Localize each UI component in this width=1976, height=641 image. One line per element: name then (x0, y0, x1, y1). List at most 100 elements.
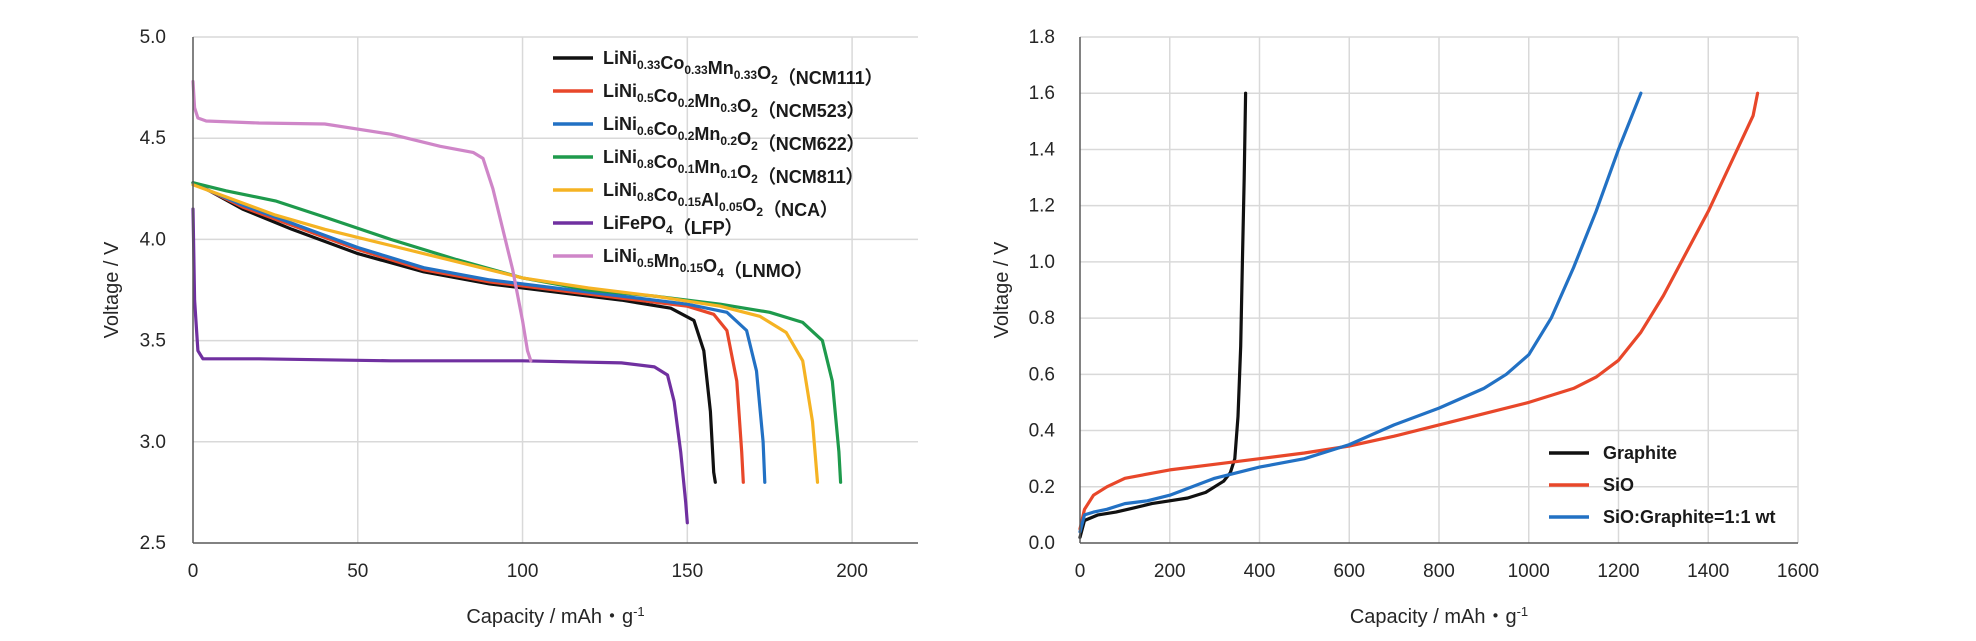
y-tick-label: 3.5 (140, 331, 166, 352)
legend-text: Co (654, 185, 678, 205)
cathode-discharge-chart: 2.5 3.0 3.5 4.0 4.5 5.0 0 50 100 150 200 Capacity /… (101, 27, 918, 628)
legend-subscript: 0.3 (720, 101, 737, 115)
legend-subscript: 0.6 (637, 124, 654, 138)
legend-text: LiNi (603, 246, 637, 266)
y-tick-label: 1.8 (1029, 27, 1055, 48)
legend-text: Mn (708, 58, 734, 78)
legend-text: O (742, 195, 756, 215)
legend-subscript: 0.33 (637, 58, 661, 72)
x-tick-label: 50 (347, 561, 368, 582)
legend-text: Mn (694, 124, 720, 144)
y-tick-label: 0.8 (1029, 308, 1055, 329)
y-tick-label: 3.0 (140, 432, 166, 453)
x-tick-label: 800 (1423, 561, 1455, 582)
legend-label: Graphite (1603, 443, 1677, 463)
left-chart-axes: 2.5 3.0 3.5 4.0 4.5 5.0 0 50 100 150 200 Capacity /… (101, 27, 918, 628)
legend-text: Mn (654, 251, 680, 271)
legend-text: Mn (694, 91, 720, 111)
y-tick-label: 0.6 (1029, 364, 1055, 385)
right-chart-series (1078, 91, 1760, 540)
y-tick-label: 1.0 (1029, 252, 1055, 273)
legend-subscript: 0.33 (684, 63, 708, 77)
legend-subscript: 0.05 (719, 200, 743, 214)
series-line-lini0-8co0-15al0-05o2-nca (191, 183, 820, 484)
y-tick-label: 1.6 (1029, 83, 1055, 104)
legend-text: （LNMO） (724, 261, 813, 281)
series-line-lifepo4-lfp (191, 207, 689, 525)
x-tick-label: 600 (1333, 561, 1365, 582)
legend-subscript: 0.8 (637, 157, 654, 171)
series-line-lini0-33co0-33mn0-33o2-ncm111 (191, 181, 717, 484)
legend-label: LiNi0.33Co0.33Mn0.33O2（NCM111） (603, 48, 883, 88)
left-chart-legend: LiNi0.33Co0.33Mn0.33O2（NCM111）LiNi0.5Co0… (553, 48, 883, 281)
x-tick-label: 1400 (1687, 561, 1729, 582)
x-axis-label: Capacity / mAh・g-1 (1350, 604, 1528, 629)
x-tick-label: 100 (507, 561, 539, 582)
x-tick-label: 150 (671, 561, 703, 582)
legend-label: SiO (1603, 475, 1634, 495)
legend-subscript: 0.33 (734, 68, 758, 82)
right-chart-axes: 0.0 0.2 0.4 0.6 0.8 1.0 1.2 1.4 1.6 1.8 0 200 400 600… (991, 27, 1819, 628)
x-tick-label: 200 (836, 561, 868, 582)
y-tick-label: 0.2 (1029, 477, 1055, 498)
y-tick-label: 1.4 (1029, 139, 1056, 160)
legend-subscript: 4 (666, 223, 673, 237)
legend-text: LiFePO (603, 213, 666, 233)
left-chart-series (191, 79, 843, 525)
y-axis-label: Voltage / V (991, 241, 1013, 338)
legend-text: LiNi (603, 81, 637, 101)
legend-text: （NCM111） (778, 68, 883, 88)
legend-text: O (737, 96, 751, 116)
legend-text: LiNi (603, 147, 637, 167)
x-axis-label-exponent: -1 (633, 604, 645, 619)
legend-subscript: 0.15 (680, 261, 704, 275)
legend-label: LiNi0.6Co0.2Mn0.2O2（NCM622） (603, 114, 865, 154)
legend-text: （NCA） (763, 200, 838, 220)
legend-subscript: 0.2 (678, 129, 695, 143)
y-tick-label: 0.0 (1029, 533, 1055, 554)
legend-subscript: 0.5 (637, 91, 654, 105)
right-chart-gridlines (1080, 36, 1799, 543)
legend-subscript: 0.8 (637, 190, 654, 204)
x-tick-label: 1000 (1508, 561, 1550, 582)
y-tick-label: 4.5 (140, 128, 166, 149)
x-tick-label: 400 (1244, 561, 1276, 582)
legend-text: Co (654, 152, 678, 172)
legend-text: O (737, 162, 751, 182)
legend-text: Co (660, 53, 684, 73)
legend-subscript: 2 (751, 172, 758, 186)
y-tick-label: 1.2 (1029, 196, 1055, 217)
legend-label: LiFePO4（LFP） (603, 213, 743, 238)
x-tick-label: 1200 (1597, 561, 1639, 582)
x-axis-label: Capacity / mAh・g-1 (466, 604, 644, 629)
legend-subscript: 0.1 (720, 167, 737, 181)
legend-text: （NCM523） (758, 101, 865, 121)
series-line-graphite (1078, 91, 1248, 540)
right-chart-legend: Graphite SiO SiO:Graphite=1:1 wt (1549, 443, 1776, 527)
legend-subscript: 2 (751, 106, 758, 120)
legend-subscript: 4 (717, 266, 724, 280)
series-line-lini0-5mn0-15o4-lnmo (191, 79, 533, 363)
legend-label: LiNi0.8Co0.1Mn0.1O2（NCM811） (603, 147, 864, 187)
legend-text: （NCM811） (758, 167, 864, 187)
anode-charge-chart: 0.0 0.2 0.4 0.6 0.8 1.0 1.2 1.4 1.6 1.8 0 200 400 600… (991, 27, 1819, 628)
legend-text: LiNi (603, 48, 637, 68)
legend-subscript: 0.5 (637, 256, 654, 270)
x-tick-label: 200 (1154, 561, 1186, 582)
series-line-sio-graphite-1-1-wt (1078, 91, 1643, 534)
series-line-sio (1078, 91, 1760, 531)
y-tick-label: 5.0 (140, 27, 166, 48)
legend-text: （NCM622） (758, 134, 865, 154)
legend-text: LiNi (603, 114, 637, 134)
x-tick-label: 0 (188, 561, 199, 582)
legend-text: Al (701, 190, 719, 210)
legend-text: Co (654, 119, 678, 139)
y-tick-label: 0.4 (1029, 421, 1056, 442)
legend-text: O (757, 63, 771, 83)
legend-subscript: 0.15 (678, 195, 702, 209)
x-tick-label: 0 (1075, 561, 1086, 582)
legend-text: O (703, 256, 717, 276)
legend-text: O (737, 129, 751, 149)
left-chart-gridlines (193, 36, 918, 543)
